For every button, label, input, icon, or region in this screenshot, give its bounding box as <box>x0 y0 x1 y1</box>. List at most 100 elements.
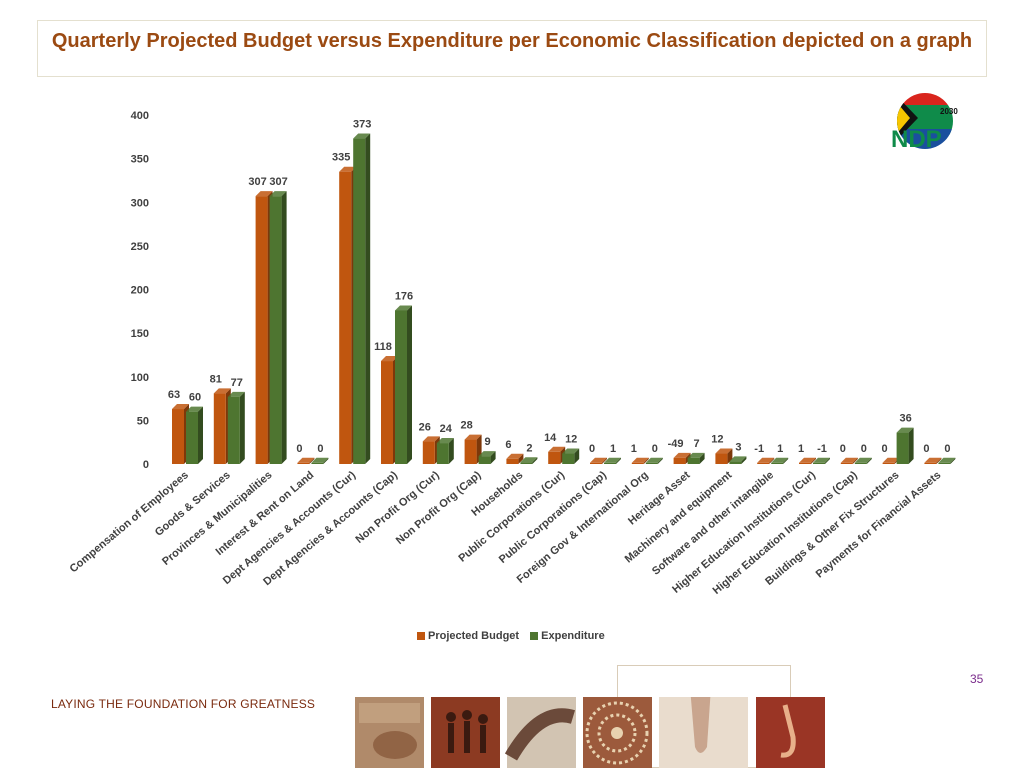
bar-top <box>590 457 607 463</box>
data-label-expenditure: 176 <box>395 290 413 302</box>
bar-side <box>281 191 287 464</box>
legend-label-expenditure: Expenditure <box>541 630 605 642</box>
bar-side <box>866 457 872 464</box>
bar-top <box>255 191 273 197</box>
y-tick-label: 50 <box>137 415 149 427</box>
bar-top <box>631 457 649 463</box>
y-tick-label: 300 <box>131 197 149 209</box>
bar-expenditure <box>395 305 412 464</box>
data-label-expenditure: 60 <box>189 392 201 404</box>
data-label-budget: 118 <box>374 341 392 353</box>
bar-front <box>562 453 575 464</box>
bar-front <box>590 462 602 464</box>
data-label-budget: -49 <box>668 438 684 450</box>
bar-budget <box>924 457 942 464</box>
data-label-budget: 26 <box>419 421 431 433</box>
bar-top <box>464 434 482 440</box>
bar-front <box>631 462 644 464</box>
page-number: 35 <box>970 672 984 686</box>
bar-front <box>799 462 811 464</box>
bar-expenditure <box>436 438 454 464</box>
y-tick-label: 0 <box>143 459 149 471</box>
bar-side <box>365 133 371 464</box>
bar-front <box>896 432 909 464</box>
bar-side <box>825 457 830 464</box>
bar-top <box>478 451 496 457</box>
bar-front <box>422 441 435 464</box>
bar-front <box>436 443 449 464</box>
bar-top <box>799 457 816 463</box>
bar-budget <box>799 457 816 464</box>
page-title: Quarterly Projected Budget versus Expend… <box>51 30 973 52</box>
y-axis: 0 50 100 150 200 250 300 350 400 <box>131 110 149 471</box>
logo-year: 2030 <box>940 107 958 116</box>
bar-top <box>269 191 287 197</box>
data-label-budget: 14 <box>544 432 557 444</box>
bar-side <box>783 457 789 464</box>
bar-top <box>924 457 942 463</box>
data-label-expenditure: 307 <box>269 176 287 188</box>
bar-front <box>478 456 491 464</box>
bar-top <box>186 406 203 412</box>
bar-top <box>548 446 566 452</box>
bar-side <box>323 457 329 464</box>
data-label-budget: 0 <box>840 443 846 455</box>
bar-front <box>882 462 895 464</box>
bar-front <box>255 196 268 464</box>
data-label-budget: 1 <box>631 443 637 455</box>
y-tick-label: 400 <box>131 110 149 122</box>
bar-expenditure <box>562 448 580 464</box>
bar-top <box>882 457 900 463</box>
bar-front <box>645 462 658 464</box>
bar-top <box>422 436 440 442</box>
data-label-budget: 307 <box>248 176 266 188</box>
data-label-expenditure: 0 <box>944 443 950 455</box>
data-label-expenditure: 24 <box>440 423 453 435</box>
data-label-budget: 0 <box>923 443 929 455</box>
bar-top <box>938 457 956 463</box>
bar-expenditure <box>186 406 203 464</box>
bar-budget <box>757 457 775 464</box>
bar-side <box>699 452 705 464</box>
bar-side <box>532 457 538 464</box>
bar-side <box>574 448 580 464</box>
data-label-budget: 12 <box>711 434 723 446</box>
bar-top <box>506 453 524 459</box>
bars-group <box>172 133 956 464</box>
bar-front <box>353 138 366 464</box>
bar-expenditure <box>854 457 872 464</box>
bar-top <box>757 457 775 463</box>
data-label-expenditure: 1 <box>777 443 783 455</box>
bar-side <box>616 457 621 464</box>
photo-strip <box>355 697 825 768</box>
bar-expenditure <box>311 457 329 464</box>
bar-side <box>852 457 858 464</box>
bar-top <box>604 457 621 463</box>
bar-front <box>506 458 519 464</box>
bar-expenditure <box>353 133 371 464</box>
data-label-expenditure: -1 <box>817 443 827 455</box>
bar-top <box>353 133 371 139</box>
bar-front <box>172 409 184 464</box>
bar-front <box>269 196 282 464</box>
bar-side <box>490 451 496 464</box>
y-tick-label: 100 <box>131 372 149 384</box>
bar-budget <box>840 457 858 464</box>
bar-front <box>213 393 226 464</box>
data-label-budget: 335 <box>332 152 350 164</box>
bar-front <box>813 462 825 464</box>
bar-side <box>908 427 914 464</box>
data-label-expenditure: 0 <box>861 443 867 455</box>
bar-expenditure <box>478 451 496 464</box>
bar-top <box>729 456 747 462</box>
bar-front <box>339 171 352 464</box>
bar-top <box>311 457 329 463</box>
data-label-budget: 63 <box>168 389 180 401</box>
title-box: Quarterly Projected Budget versus Expend… <box>37 20 987 77</box>
bar-side <box>936 457 942 464</box>
bar-expenditure <box>227 391 245 464</box>
bar-side <box>602 457 607 464</box>
footer-tagline: LAYING THE FOUNDATION FOR GREATNESS <box>51 697 316 711</box>
bar-top <box>381 356 398 362</box>
